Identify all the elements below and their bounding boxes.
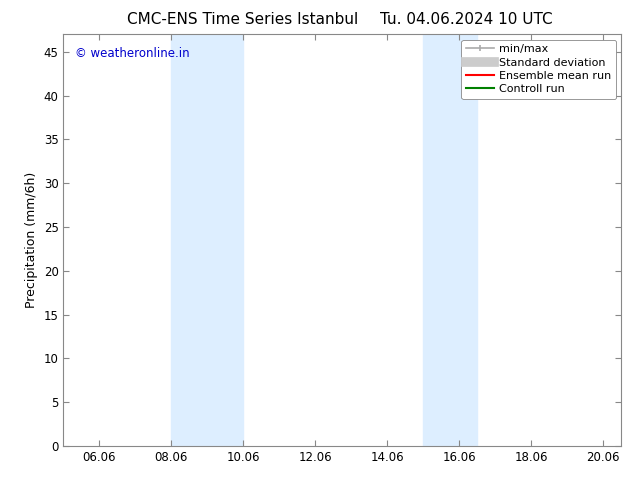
Text: Tu. 04.06.2024 10 UTC: Tu. 04.06.2024 10 UTC	[380, 12, 553, 27]
Bar	[171, 34, 243, 446]
Y-axis label: Precipitation (mm/6h): Precipitation (mm/6h)	[25, 172, 38, 308]
Text: © weatheronline.in: © weatheronline.in	[75, 47, 189, 60]
Legend: min/max, Standard deviation, Ensemble mean run, Controll run: min/max, Standard deviation, Ensemble me…	[462, 40, 616, 99]
Text: CMC-ENS Time Series Istanbul: CMC-ENS Time Series Istanbul	[127, 12, 358, 27]
Bar	[424, 34, 477, 446]
